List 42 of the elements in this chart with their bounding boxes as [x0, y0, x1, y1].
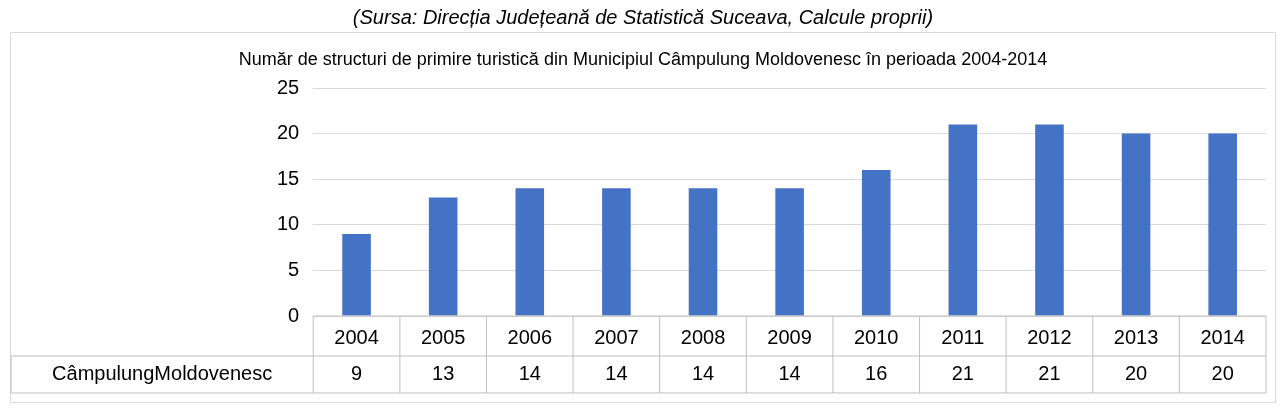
data-label: 21 [1038, 362, 1061, 385]
bar [688, 188, 718, 316]
bar [602, 188, 631, 316]
bar [1035, 124, 1064, 316]
data-label: 16 [865, 362, 888, 385]
y-tick-label: 5 [288, 257, 300, 280]
bar [775, 188, 804, 316]
data-label: 13 [432, 362, 455, 385]
x-tick-label: 2007 [594, 325, 639, 348]
data-label: 14 [778, 362, 801, 385]
chart-title: Număr de structuri de primire turistică din Municipiul Câmpulung Moldovenesc în perioada 2004-2014 [238, 48, 1048, 69]
x-tick-label: 2008 [680, 325, 726, 348]
bar [515, 188, 545, 316]
bar [342, 233, 371, 316]
y-tick-label: 25 [277, 75, 300, 98]
y-tick-label: 0 [288, 303, 300, 326]
x-tick-label: 2012 [1027, 325, 1072, 348]
x-tick-label: 2009 [767, 325, 812, 348]
data-label: 14 [518, 362, 541, 385]
data-label: 20 [1124, 362, 1148, 385]
x-tick-label: 2004 [334, 325, 379, 348]
x-tick-label: 2006 [507, 325, 553, 348]
bar [1121, 133, 1151, 316]
y-tick-label: 15 [277, 166, 300, 189]
x-tick-label: 2014 [1200, 325, 1245, 348]
x-tick-label: 2013 [1113, 325, 1159, 348]
bar [948, 124, 978, 316]
data-label: 14 [605, 362, 628, 385]
text: CâmpulungMoldovenesc [52, 362, 273, 385]
y-tick-label: 20 [277, 121, 300, 144]
data-label: 14 [691, 362, 715, 385]
x-tick-label: 2011 [941, 325, 985, 348]
x-tick-label: 2005 [420, 325, 466, 348]
data-label: 9 [350, 362, 363, 385]
bar [428, 197, 458, 316]
bar [1208, 133, 1237, 316]
data-label: 20 [1211, 362, 1234, 385]
bar [861, 170, 891, 316]
y-tick-label: 10 [277, 212, 300, 235]
x-tick-label: 2010 [853, 325, 899, 348]
text: (Sursa: Direcția Județeană de Statistică Suceava, Calcule proprii) [352, 5, 934, 28]
data-label: 21 [951, 362, 974, 385]
